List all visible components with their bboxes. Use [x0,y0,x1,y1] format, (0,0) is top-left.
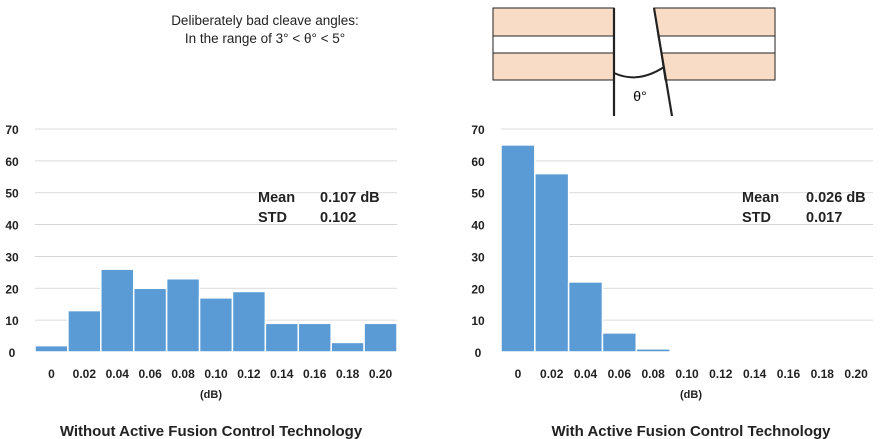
mean-label: Mean [742,190,779,206]
histogram-bar [231,290,267,353]
histogram-bar [165,277,201,353]
x-axis-unit-label: (dB) [680,389,702,401]
y-tick-label: 0 [9,346,16,360]
y-tick-label: 0 [475,346,482,360]
y-tick-label: 60 [5,155,19,169]
histogram-bar [132,287,168,353]
x-tick-label: 0 [515,367,522,381]
y-tick-label: 10 [471,314,485,328]
y-tick-label: 40 [5,219,19,233]
cleave-angle-label: θ° [633,88,646,104]
chart-title: With Active Fusion Control Technology [551,423,831,439]
histogram-bar [500,144,536,353]
x-tick-label: 0.06 [139,367,163,381]
histogram-bar [297,322,332,353]
std-value: 0.017 [806,210,842,226]
x-tick-label: 0.02 [540,367,564,381]
histogram-bar [534,172,570,353]
y-tick-label: 70 [5,123,19,137]
x-tick-label: 0.14 [743,367,767,381]
x-tick-label: 0.20 [369,367,393,381]
histogram-bar [330,341,365,353]
y-tick-label: 30 [5,250,19,264]
x-tick-label: 0.14 [270,367,294,381]
histogram-with-afc: 0 10 20 30 40 50 60 70 0 0.02 0.04 0.06 0.08 0.10 0.12… [471,123,873,439]
x-tick-label: 0.20 [844,367,868,381]
x-tick-label: 0.18 [811,367,835,381]
mean-value: 0.107 dB [320,190,380,206]
left-fiber-core [492,35,615,54]
x-tick-label: 0 [48,367,55,381]
right-fiber-core [657,35,776,54]
y-tick-label: 40 [471,219,485,233]
x-tick-label: 0.04 [106,367,130,381]
x-tick-label: 0.10 [204,367,228,381]
x-tick-label: 0.10 [675,367,699,381]
std-label: STD [258,210,287,226]
y-tick-label: 30 [471,250,485,264]
x-tick-label: 0.06 [608,367,632,381]
cleave-angle-arc [613,66,665,79]
histogram-without-afc: 0 10 20 30 40 50 60 70 0 0.02 0.04 0.06 0.08 0.10 0.12… [5,123,398,439]
cleave-angle-note: Deliberately bad cleave angles: In the r… [150,12,380,48]
y-tick-label: 10 [5,314,19,328]
chart-title: Without Active Fusion Control Technology [60,423,363,439]
x-tick-label: 0.08 [642,367,666,381]
x-tick-label: 0.12 [709,367,733,381]
y-tick-label: 70 [471,123,485,137]
y-tick-label: 50 [471,187,485,201]
histogram-bar [100,268,135,353]
right-fiber-cladding-bottom [660,52,776,81]
histogram-bar [601,332,638,353]
right-fiber-end-face [652,7,674,117]
histogram-bar [264,322,300,353]
x-tick-label: 0.12 [237,367,261,381]
histogram-bar [635,348,671,353]
x-tick-label: 0.02 [73,367,97,381]
y-tick-label: 20 [471,282,485,296]
left-fiber-cladding-bottom [492,52,615,81]
right-fiber-cladding-top [653,7,776,37]
x-tick-label: 0.04 [574,367,598,381]
histogram-bar [363,322,398,353]
cleave-note-line-1: Deliberately bad cleave angles: [171,13,359,28]
y-tick-label: 50 [5,187,19,201]
fiber-cleave-diagram: θ° [492,7,776,117]
mean-value: 0.026 dB [806,190,866,206]
std-value: 0.102 [320,210,356,226]
x-tick-label: 0.16 [777,367,801,381]
y-tick-label: 20 [5,282,19,296]
x-axis-unit-label: (dB) [200,389,222,401]
histogram-bar [567,281,604,353]
x-tick-label: 0.18 [336,367,360,381]
mean-label: Mean [258,190,295,206]
y-tick-label: 60 [471,155,485,169]
left-fiber-cladding-top [492,7,615,37]
histogram-bar [198,297,234,353]
histogram-bar [34,344,69,353]
x-tick-label: 0.16 [303,367,327,381]
x-tick-label: 0.08 [171,367,195,381]
std-label: STD [742,210,771,226]
cleave-note-line-2: In the range of 3° < θ° < 5° [184,31,346,46]
histogram-bar [67,309,102,353]
